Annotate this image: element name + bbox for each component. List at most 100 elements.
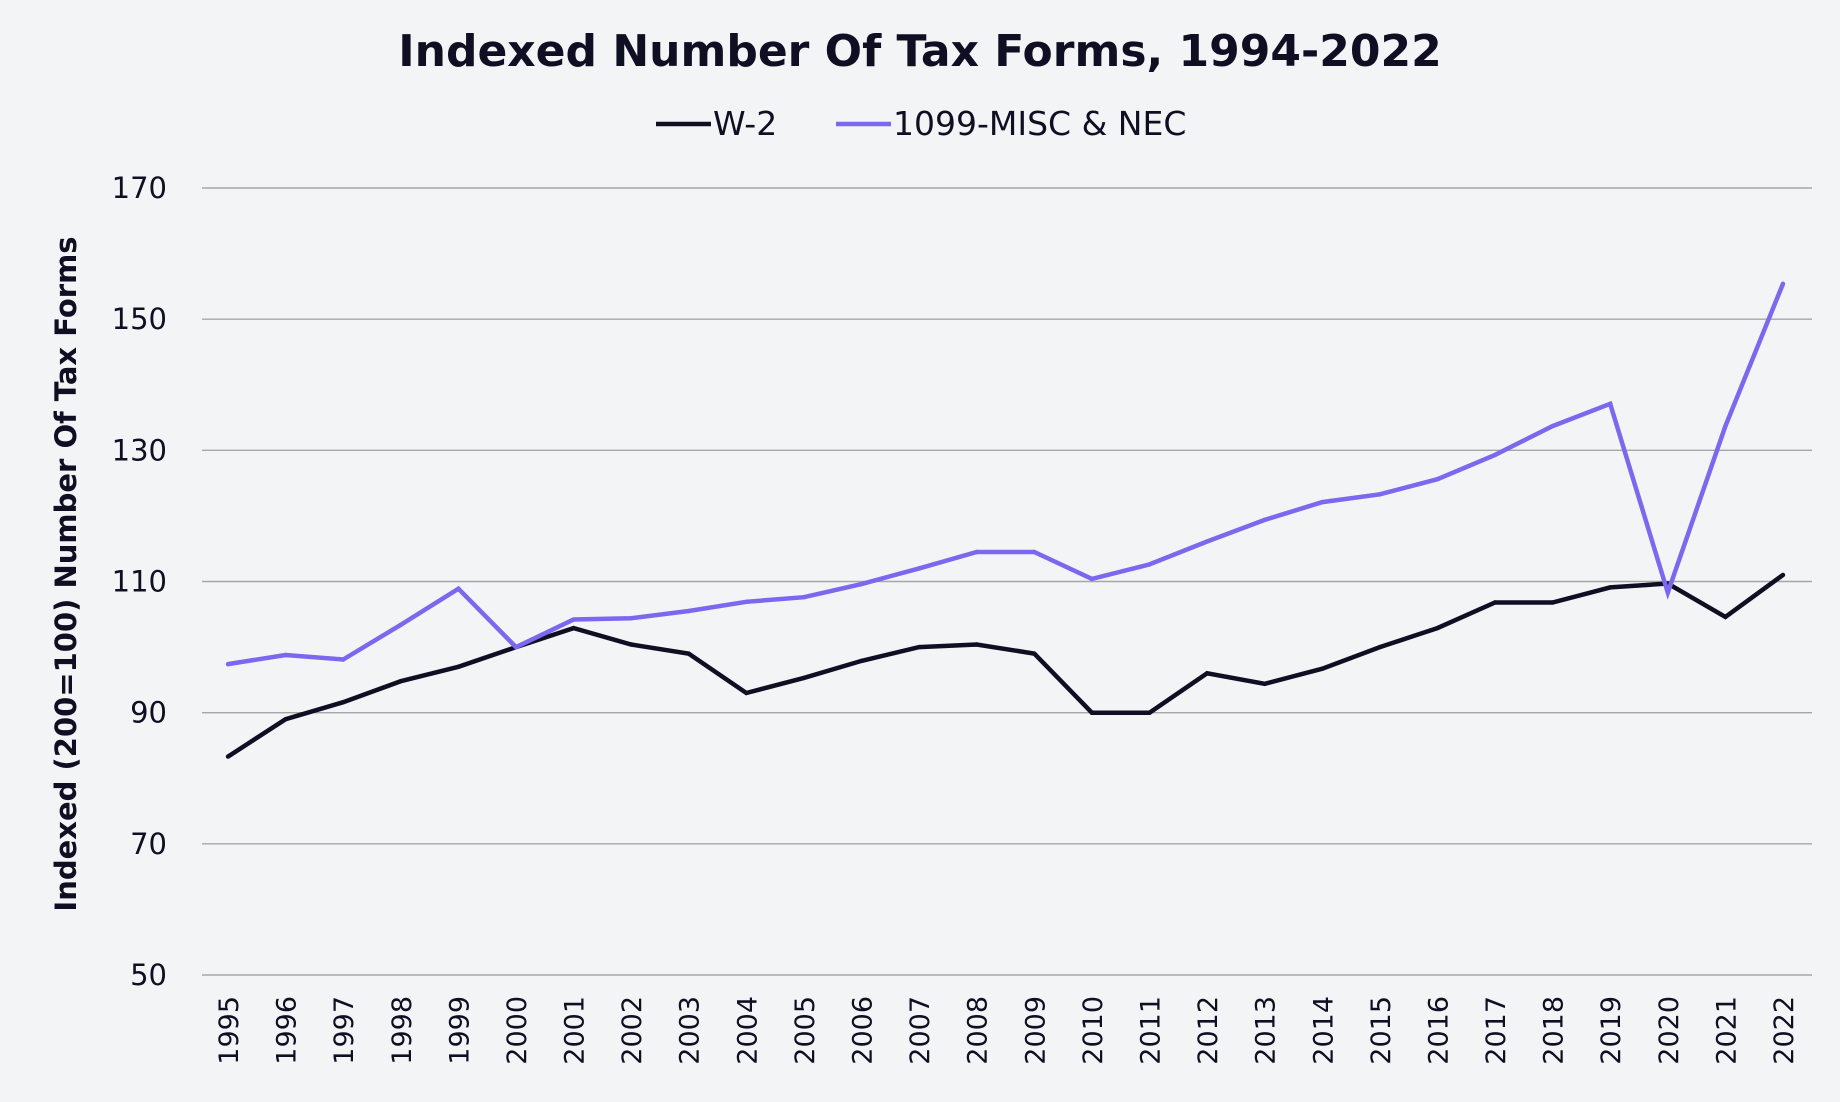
data-point <box>1032 651 1037 656</box>
x-tick-label: 2019 <box>1596 996 1627 1065</box>
data-point <box>1204 671 1210 676</box>
data-point <box>974 549 979 555</box>
series-line-1099-misc-nec <box>227 282 1786 667</box>
data-point <box>283 717 288 722</box>
y-axis-label: Indexed (200=100) Number Of Tax Forms <box>49 236 83 911</box>
data-point <box>859 658 864 664</box>
data-point <box>916 566 922 571</box>
data-point <box>1665 590 1671 595</box>
x-axis-ticks: 1995 1996 1997 1998 1999 2000 2001 2002 2003 2004… <box>214 996 1800 1065</box>
data-point <box>916 644 922 650</box>
x-tick-label: 2006 <box>848 996 879 1065</box>
x-tick-label: 2018 <box>1539 996 1570 1065</box>
data-point <box>1147 562 1152 567</box>
x-tick-label: 1995 <box>214 996 245 1065</box>
data-point <box>571 617 576 622</box>
legend-item-w2: W-2 <box>656 104 777 143</box>
x-tick-label: 2000 <box>502 996 533 1065</box>
data-point <box>801 595 807 600</box>
data-point <box>628 642 634 647</box>
y-axis-ticks: 50 70 90 110 130 150 170 <box>112 171 167 992</box>
data-point <box>1550 600 1555 605</box>
data-point <box>1089 710 1095 715</box>
x-tick-label: 2012 <box>1193 996 1224 1065</box>
y-tick-label: 50 <box>130 958 167 992</box>
x-tick-label: 2010 <box>1078 996 1109 1065</box>
x-tick-label: 1998 <box>387 996 418 1065</box>
x-tick-label: 2017 <box>1481 996 1512 1065</box>
data-point <box>801 675 807 681</box>
y-tick-label: 130 <box>112 433 167 467</box>
legend-label: W-2 <box>713 104 777 143</box>
x-tick-label: 1996 <box>272 996 303 1065</box>
x-tick-label: 2005 <box>790 996 821 1065</box>
chart-title: Indexed Number Of Tax Forms, 1994-2022 <box>398 26 1441 77</box>
data-point <box>513 644 519 650</box>
legend: W-2 1099-MISC & NEC <box>656 104 1186 143</box>
data-point <box>1032 549 1037 555</box>
data-point <box>1608 585 1613 590</box>
data-point <box>686 608 691 614</box>
data-point <box>1608 401 1613 406</box>
x-tick-label: 1997 <box>329 996 360 1065</box>
data-point <box>686 651 691 656</box>
gridlines <box>202 187 1812 976</box>
x-tick-label: 2011 <box>1135 996 1166 1065</box>
data-point <box>340 657 346 662</box>
x-tick-label: 2015 <box>1366 996 1397 1065</box>
data-point <box>1320 666 1325 671</box>
data-point <box>1435 625 1440 631</box>
x-tick-label: 2009 <box>1020 996 1051 1065</box>
data-point <box>456 586 461 591</box>
x-tick-label: 2004 <box>732 996 763 1065</box>
data-point <box>1262 517 1267 523</box>
data-point <box>1377 492 1383 497</box>
data-point <box>1723 423 1728 429</box>
x-tick-label: 2014 <box>1308 996 1339 1065</box>
data-point <box>974 642 979 647</box>
data-point <box>1723 614 1728 620</box>
y-tick-label: 70 <box>130 827 167 861</box>
x-tick-label: 2021 <box>1711 996 1742 1065</box>
data-point <box>1435 476 1440 482</box>
data-point <box>1492 452 1498 458</box>
data-point <box>283 652 288 658</box>
x-tick-label: 2020 <box>1654 996 1685 1065</box>
data-point <box>1320 499 1325 505</box>
data-point <box>744 690 749 696</box>
x-tick-label: 2008 <box>963 996 994 1065</box>
legend-item-1099-misc-nec: 1099-MISC & NEC <box>836 104 1186 143</box>
data-point <box>571 625 576 631</box>
y-tick-label: 150 <box>112 302 167 336</box>
data-point <box>1492 600 1498 605</box>
x-tick-label: 2002 <box>617 996 648 1065</box>
data-point <box>1147 710 1152 715</box>
y-tick-label: 170 <box>112 171 167 205</box>
data-point <box>1780 572 1786 578</box>
y-tick-label: 90 <box>130 696 167 730</box>
data-point <box>859 581 864 587</box>
x-tick-label: 2016 <box>1423 996 1454 1065</box>
series-lines <box>225 281 1786 759</box>
data-point <box>456 664 461 669</box>
x-tick-label: 2003 <box>675 996 706 1065</box>
data-point <box>1262 681 1267 687</box>
data-point <box>225 754 231 759</box>
data-point <box>1204 539 1210 544</box>
y-tick-label: 110 <box>112 565 167 599</box>
data-point <box>225 661 231 667</box>
x-tick-label: 2007 <box>905 996 936 1065</box>
data-point <box>744 599 749 605</box>
series-line-w2 <box>226 573 1785 759</box>
x-tick-label: 1999 <box>444 996 475 1065</box>
x-tick-label: 2001 <box>560 996 591 1065</box>
data-point <box>398 678 403 684</box>
data-point <box>628 616 634 621</box>
data-point <box>1780 281 1786 286</box>
data-point <box>1089 576 1095 582</box>
data-point <box>1550 423 1555 429</box>
legend-label: 1099-MISC & NEC <box>893 104 1186 143</box>
x-tick-label: 2013 <box>1251 996 1282 1065</box>
